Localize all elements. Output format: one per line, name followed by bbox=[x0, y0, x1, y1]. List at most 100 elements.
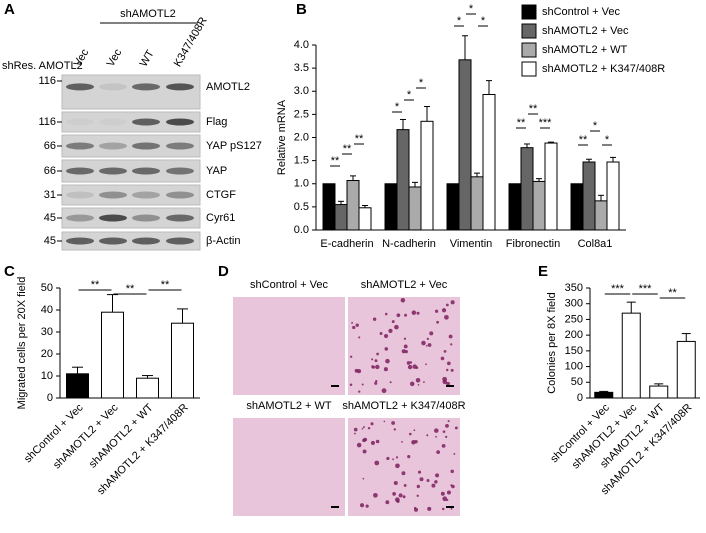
protein-label: AMOTL2 bbox=[206, 81, 250, 93]
bar bbox=[594, 391, 614, 399]
colony bbox=[373, 492, 378, 498]
colony bbox=[440, 356, 445, 361]
colony bbox=[413, 429, 416, 432]
scale-bar bbox=[331, 506, 339, 508]
colony bbox=[395, 456, 399, 459]
significance-label: *** bbox=[611, 283, 625, 295]
colony bbox=[450, 343, 453, 346]
micrograph bbox=[233, 297, 345, 395]
colony bbox=[434, 428, 439, 433]
colony bbox=[416, 494, 419, 497]
colony bbox=[375, 379, 378, 383]
colony bbox=[379, 332, 383, 336]
colony bbox=[431, 483, 436, 488]
y-tick-label: 300 bbox=[565, 298, 583, 310]
colony bbox=[427, 506, 432, 511]
significance-label: ** bbox=[517, 117, 526, 129]
colony bbox=[352, 325, 356, 330]
colony bbox=[403, 337, 407, 340]
significance-label: * bbox=[395, 101, 400, 113]
significance-label: * bbox=[457, 15, 462, 27]
band bbox=[99, 119, 127, 126]
colony bbox=[411, 310, 417, 315]
lane-label: Vec bbox=[105, 47, 125, 69]
colony bbox=[362, 477, 365, 480]
colony bbox=[453, 452, 456, 455]
band bbox=[166, 191, 194, 199]
legend-label: shAMOTL2 + K347/408R bbox=[542, 63, 665, 75]
colony bbox=[448, 334, 453, 339]
colony bbox=[359, 503, 365, 508]
colony bbox=[361, 427, 364, 430]
significance-label: ** bbox=[126, 283, 135, 295]
colony bbox=[442, 376, 448, 382]
colony bbox=[427, 343, 432, 347]
colony bbox=[419, 477, 424, 482]
x-tick-label: E-cadherin bbox=[320, 238, 373, 250]
colony bbox=[402, 495, 406, 499]
colony bbox=[450, 507, 453, 510]
colony bbox=[426, 479, 430, 482]
colony bbox=[421, 340, 426, 346]
band bbox=[132, 237, 160, 245]
colony bbox=[384, 347, 389, 351]
band bbox=[166, 167, 194, 175]
colony bbox=[371, 365, 374, 368]
band bbox=[132, 214, 160, 222]
y-axis-label: Migrated cells per 20X field bbox=[16, 277, 28, 410]
bar bbox=[532, 180, 546, 231]
bar bbox=[420, 120, 434, 231]
colony bbox=[394, 324, 399, 330]
colony bbox=[450, 469, 454, 474]
colony bbox=[401, 440, 403, 443]
colony bbox=[445, 368, 449, 372]
colony bbox=[391, 320, 395, 324]
protein-label: Flag bbox=[206, 116, 227, 128]
band bbox=[66, 83, 94, 91]
colony bbox=[445, 423, 449, 428]
bar bbox=[606, 161, 620, 231]
significance-label: * bbox=[593, 120, 598, 132]
group-label: shAMOTL2 bbox=[120, 8, 176, 20]
colony bbox=[407, 455, 411, 459]
y-tick-label: 4.0 bbox=[294, 39, 309, 51]
colony bbox=[450, 368, 454, 372]
x-tick-label: N-cadherin bbox=[382, 238, 436, 250]
blot-row bbox=[61, 74, 201, 110]
colony bbox=[400, 298, 406, 303]
band bbox=[132, 118, 160, 126]
significance-label: *** bbox=[639, 283, 653, 295]
bar bbox=[482, 93, 496, 231]
colony bbox=[435, 473, 440, 478]
y-tick-label: 150 bbox=[565, 345, 583, 357]
bar bbox=[408, 186, 422, 231]
x-tick-label: shControl + Vec bbox=[22, 401, 86, 465]
bar bbox=[458, 59, 472, 231]
colony bbox=[450, 300, 455, 305]
bar bbox=[621, 312, 641, 399]
colony bbox=[395, 463, 400, 469]
legend-label: shControl + Vec bbox=[542, 6, 620, 18]
colony bbox=[396, 499, 400, 503]
colony bbox=[381, 388, 387, 394]
y-tick-label: 50 bbox=[41, 282, 53, 294]
legend-swatch bbox=[521, 61, 537, 77]
x-tick-label: shAMOTL2 + Vec bbox=[51, 401, 121, 471]
lane-label: WT bbox=[138, 48, 157, 69]
significance-label: * bbox=[419, 77, 424, 89]
colony bbox=[389, 381, 392, 384]
colony bbox=[362, 438, 366, 443]
significance-label: * bbox=[469, 3, 474, 15]
colony bbox=[425, 363, 427, 366]
bar bbox=[544, 142, 558, 231]
colony bbox=[444, 314, 449, 320]
band bbox=[66, 214, 94, 222]
scale-bar bbox=[331, 385, 339, 387]
colony bbox=[349, 383, 353, 386]
band bbox=[166, 118, 194, 126]
colony bbox=[383, 367, 388, 372]
bar bbox=[446, 183, 460, 231]
image-label: shAMOTL2 + Vec bbox=[361, 279, 448, 291]
colony bbox=[445, 303, 449, 307]
bar bbox=[322, 183, 336, 231]
